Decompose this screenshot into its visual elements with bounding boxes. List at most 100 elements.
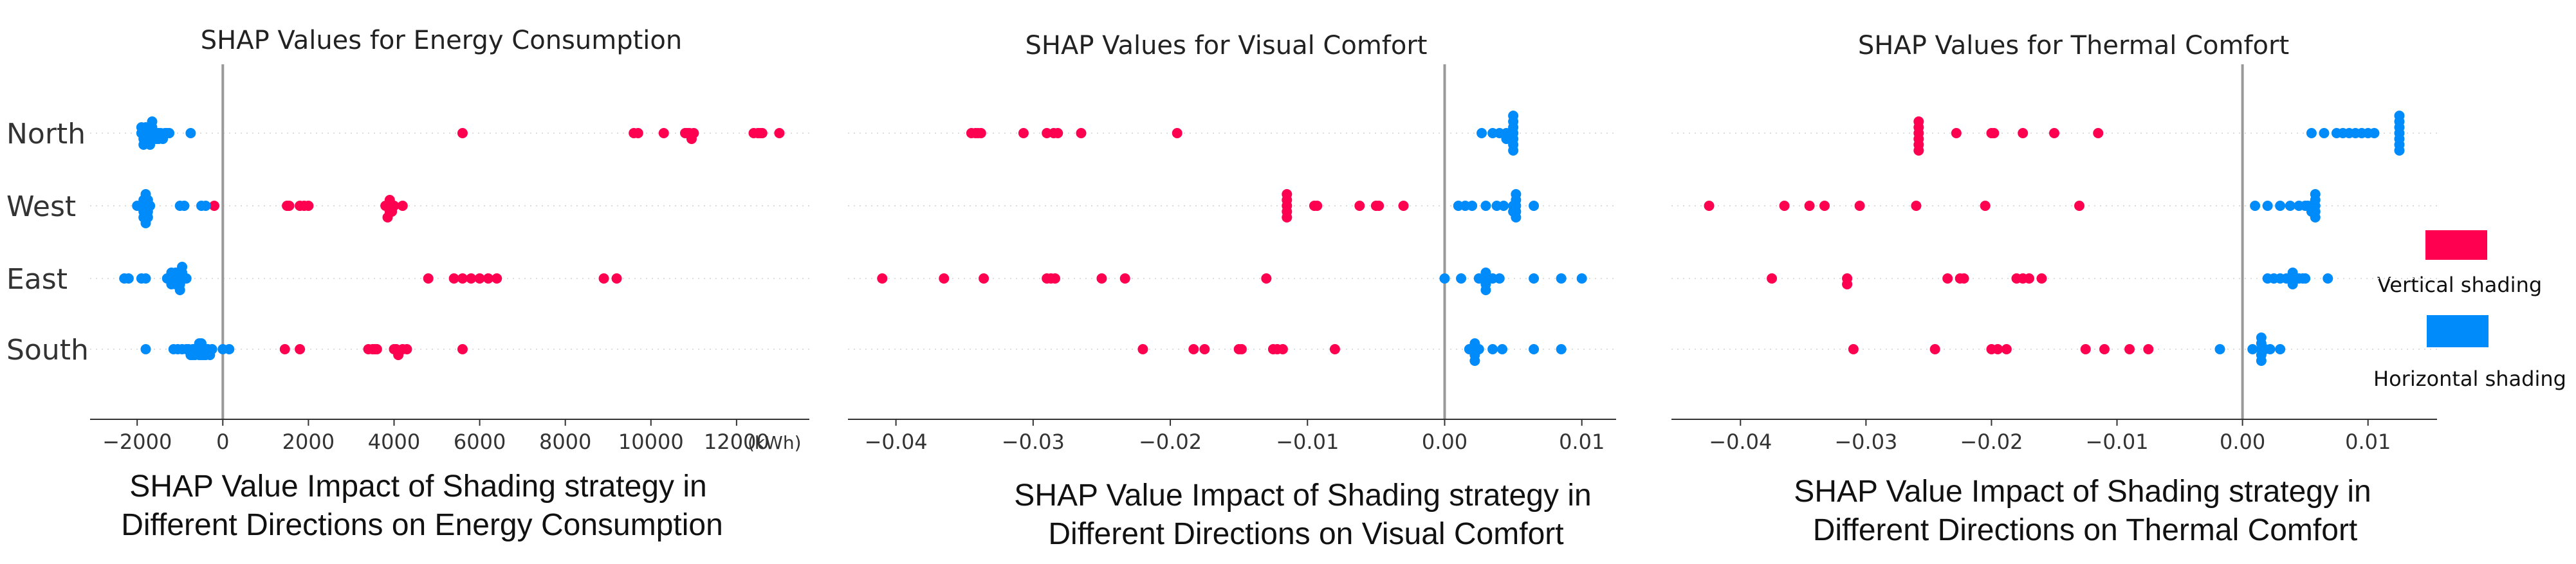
energy-point-north-vertical [774, 128, 785, 138]
energy-point-west-vertical [387, 206, 398, 217]
thermal-point-south-horizontal [2265, 344, 2276, 354]
thermal-plot: −0.04 −0.03 −0.02 −0.01 0.00 0.01 [1671, 64, 2437, 454]
visual-point-east-vertical [1049, 273, 1060, 284]
thermal-point-south-horizontal [2214, 344, 2225, 354]
visual-point-south-horizontal [1497, 344, 1508, 354]
thermal-point-south-horizontal [2256, 332, 2267, 343]
visual-point-east-horizontal [1529, 273, 1540, 284]
thermal-point-west-vertical [1980, 201, 1991, 211]
thermal-point-north-horizontal [2306, 128, 2317, 138]
energy-point-east-vertical [492, 273, 502, 284]
thermal-point-west-horizontal [2275, 201, 2286, 211]
thermal-point-east-horizontal [2323, 273, 2333, 284]
energy-x-tick-label: 12000 [704, 430, 769, 454]
visual-point-south-horizontal [1473, 344, 1484, 354]
thermal-point-south-vertical [1848, 344, 1859, 354]
visual-point-east-horizontal [1456, 273, 1467, 284]
energy-x-tick-label: −2000 [102, 430, 172, 454]
thermal-point-east-vertical [1958, 273, 1969, 284]
energy-point-south-horizontal [190, 350, 201, 360]
thermal-point-north-horizontal [2319, 128, 2330, 138]
thermal-point-north-vertical [1913, 145, 1924, 156]
energy-unit-label: (kWh) [748, 432, 802, 453]
thermal-point-east-vertical [2036, 273, 2047, 284]
visual-point-west-horizontal [1511, 189, 1522, 199]
row-label-east: East [6, 263, 68, 296]
energy-point-north-vertical [757, 128, 768, 138]
thermal-point-south-horizontal [2275, 344, 2286, 354]
legend-label-vertical: Vertical shading [2377, 273, 2542, 297]
visual-point-west-horizontal [1508, 206, 1519, 217]
thermal-x-tick-label: −0.01 [2086, 430, 2149, 454]
energy-x-tick-label: 8000 [539, 430, 591, 454]
energy-point-west-horizontal [142, 195, 153, 205]
visual-point-east-horizontal [1480, 285, 1491, 295]
visual-point-east-horizontal [1556, 273, 1567, 284]
energy-point-north-vertical [688, 128, 699, 138]
visual-point-south-horizontal [1529, 344, 1540, 354]
visual-point-south-horizontal [1556, 344, 1567, 354]
visual-point-west-vertical [1354, 201, 1365, 211]
visual-point-east-vertical [979, 273, 989, 284]
thermal-x-tick-label: 0.01 [2345, 430, 2391, 454]
energy-point-west-vertical [303, 201, 314, 211]
legend-swatch-horizontal [2427, 315, 2489, 347]
visual-caption-line-1: SHAP Value Impact of Shading strategy in [1014, 478, 1591, 513]
thermal-x-tick-label: −0.03 [1834, 430, 1897, 454]
thermal-point-north-horizontal [2369, 128, 2380, 138]
energy-point-west-horizontal [140, 218, 151, 228]
energy-x-tick-label: 6000 [454, 430, 506, 454]
row-label-west: West [6, 190, 76, 223]
thermal-x-tick-label: −0.02 [1960, 430, 2023, 454]
thermal-point-west-vertical [1819, 201, 1830, 211]
energy-point-east-horizontal [181, 273, 192, 284]
energy-point-east-horizontal [177, 262, 188, 272]
visual-point-east-horizontal [1576, 273, 1587, 284]
thermal-panel-title: SHAP Values for Thermal Comfort [1858, 31, 2289, 60]
energy-point-west-horizontal [200, 201, 211, 211]
thermal-caption-line-2: Different Directions on Thermal Comfort [1813, 513, 2358, 547]
thermal-x-tick-label: −0.04 [1709, 430, 1772, 454]
thermal-point-north-vertical [1913, 116, 1924, 127]
thermal-point-south-vertical [1929, 344, 1940, 354]
thermal-point-west-vertical [1911, 201, 1922, 211]
energy-point-east-horizontal [123, 273, 134, 284]
thermal-point-east-vertical [2023, 273, 2034, 284]
visual-point-north-vertical [1018, 128, 1029, 138]
panel-visual: SHAP Values for Visual Comfort SHAP Valu… [1014, 31, 1591, 551]
visual-point-west-horizontal [1480, 201, 1491, 211]
visual-point-south-vertical [1277, 344, 1288, 354]
thermal-point-north-horizontal [2394, 111, 2405, 121]
thermal-point-west-horizontal [2285, 201, 2295, 211]
thermal-point-south-vertical [2124, 344, 2135, 354]
visual-point-east-vertical [1261, 273, 1272, 284]
visual-point-south-horizontal [1469, 356, 1480, 366]
visual-point-north-horizontal [1508, 111, 1519, 121]
row-label-south: South [6, 334, 89, 367]
thermal-point-west-horizontal [2262, 201, 2273, 211]
thermal-point-south-vertical [1992, 344, 2003, 354]
thermal-point-south-vertical [2099, 344, 2110, 354]
energy-point-east-vertical [448, 273, 459, 284]
energy-point-east-vertical [483, 273, 493, 284]
visual-point-east-horizontal [1494, 273, 1505, 284]
energy-point-south-horizontal [196, 338, 207, 349]
energy-point-south-horizontal [140, 344, 151, 354]
thermal-point-south-vertical [2143, 344, 2154, 354]
energy-point-north-vertical [632, 128, 643, 138]
energy-point-south-vertical [401, 344, 412, 354]
energy-point-east-vertical [598, 273, 609, 284]
energy-point-north-horizontal [153, 134, 164, 144]
thermal-point-south-vertical [2080, 344, 2091, 354]
thermal-point-east-vertical [1842, 279, 1853, 289]
energy-point-north-vertical [457, 128, 468, 138]
thermal-point-west-vertical [1854, 201, 1865, 211]
visual-point-north-horizontal [1477, 128, 1487, 138]
visual-point-east-vertical [877, 273, 888, 284]
visual-point-west-vertical [1282, 212, 1293, 223]
visual-point-north-vertical [975, 128, 986, 138]
visual-point-south-vertical [1137, 344, 1148, 354]
thermal-point-east-horizontal [2300, 273, 2311, 284]
energy-caption-line-1: SHAP Value Impact of Shading strategy in [129, 469, 706, 504]
